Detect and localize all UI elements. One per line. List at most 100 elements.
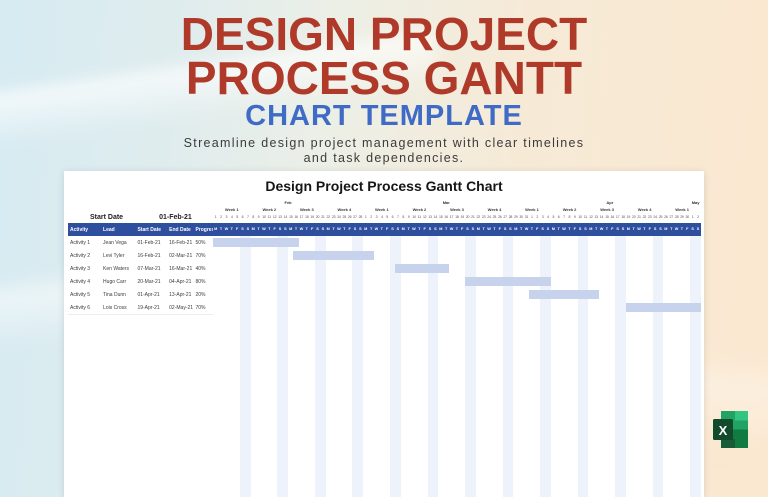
day-number: 1	[364, 215, 367, 219]
day-letter: T	[670, 227, 673, 231]
day-letter: F	[611, 227, 614, 231]
day-letter: T	[343, 227, 346, 231]
day-letter: S	[578, 227, 582, 231]
task-table: Start Date 01-Feb-21 Activity Lead Start D…	[68, 200, 213, 497]
day-number: 2	[697, 215, 699, 219]
day-letter: M	[514, 227, 518, 231]
day-number: 7	[397, 215, 399, 219]
month-label: Apr	[606, 200, 614, 205]
table-row: Activity 2 Levi Tyler 16-Feb-21 02-Mar-21 70…	[68, 249, 213, 262]
day-number: 19	[626, 215, 631, 219]
day-number: 14	[599, 215, 604, 219]
table-cell: 20%	[195, 291, 206, 298]
week-label: Week 3	[299, 207, 314, 212]
day-number: 17	[299, 215, 304, 219]
table-cell: 16-Feb-21	[137, 252, 161, 259]
day-letter: S	[359, 227, 362, 231]
day-number: 20	[465, 215, 470, 219]
day-number: 5	[386, 215, 389, 219]
day-number: 16	[294, 215, 298, 219]
gantt-task-bar	[213, 238, 299, 247]
week-label: Week 1	[224, 207, 239, 212]
week-label: Week 2	[262, 207, 277, 212]
gantt-bar-row	[213, 236, 701, 249]
week-label: Week 1	[525, 207, 539, 212]
day-number: 11	[583, 215, 588, 219]
day-number: 27	[669, 215, 673, 219]
day-number: 28	[358, 215, 363, 219]
day-number: 26	[347, 215, 352, 219]
day-number: 9	[573, 215, 576, 219]
day-letter: F	[461, 227, 464, 231]
day-number: 15	[439, 215, 443, 219]
hero-description-line1: Streamline design project management wit…	[183, 136, 585, 150]
day-letter: T	[493, 227, 496, 231]
day-number: 30	[519, 215, 523, 219]
day-number: 15	[288, 215, 293, 219]
day-number: 24	[337, 215, 341, 219]
day-number: 1	[691, 215, 694, 219]
gantt-timeline: Feb Mar Apr May Week 1 Week 2 Week 3 Week 4 Wee…	[213, 200, 701, 497]
day-letter: T	[482, 227, 485, 231]
week-label: Week 1	[375, 207, 389, 212]
day-number: 21	[471, 215, 475, 219]
svg-text:X: X	[719, 423, 728, 438]
day-number: 25	[658, 215, 663, 219]
gantt-task-bar	[293, 251, 374, 260]
day-letter: M	[626, 227, 630, 231]
day-letter: W	[337, 227, 341, 231]
day-number: 10	[262, 215, 266, 219]
day-letter: F	[648, 227, 651, 231]
day-number: 22	[642, 215, 647, 219]
day-number: 6	[241, 215, 244, 219]
gantt-body	[213, 236, 701, 497]
day-letter: S	[471, 227, 475, 231]
day-number: 10	[412, 215, 416, 219]
day-letter: W	[599, 227, 604, 231]
weekend-shading-band	[652, 236, 664, 497]
day-number: 12	[422, 215, 427, 219]
day-number: 3	[375, 215, 378, 219]
day-letter: M	[476, 227, 480, 231]
table-cell: 16-Feb-21	[169, 239, 193, 246]
gantt-bar-row	[213, 301, 701, 314]
day-numbers-row: 1 2 3 4 5 6 7 8 9 10 11 12 13 14 15 16 17 18 19 20 21 22 23 24 2…	[213, 213, 701, 221]
table-cell: 01-Apr-21	[137, 291, 160, 298]
day-letter: T	[595, 227, 598, 231]
table-cell: Tina Dunn	[103, 291, 126, 298]
day-number: 1	[214, 215, 217, 219]
day-letter: S	[278, 227, 282, 231]
day-number: 17	[449, 215, 454, 219]
day-letter: M	[326, 227, 330, 231]
day-number: 9	[257, 215, 260, 219]
weekend-shading-band	[502, 236, 514, 497]
day-letter: T	[444, 227, 448, 231]
start-date-label: Start Date	[90, 214, 124, 221]
hero-subtitle: CHART TEMPLATE	[245, 100, 523, 132]
day-letter: M	[664, 227, 668, 231]
table-column-header: End Date	[169, 226, 191, 233]
day-letter: M	[289, 227, 293, 231]
day-letter: M	[251, 227, 255, 231]
day-letter: M	[551, 227, 555, 231]
day-letter: W	[412, 227, 416, 231]
day-number: 2	[536, 215, 539, 219]
table-cell: Activity 4	[70, 278, 91, 285]
day-letter: S	[541, 227, 544, 231]
day-number: 13	[428, 215, 432, 219]
weekend-shading-band	[314, 236, 326, 497]
table-header-row: Activity Lead Start Date End Date Progress	[68, 223, 213, 236]
day-letter: M	[401, 227, 405, 231]
day-letter: W	[224, 227, 229, 231]
day-number: 8	[402, 215, 405, 219]
day-letter: T	[230, 227, 233, 231]
hero-title-line2: PROCESS GANTT	[185, 52, 583, 104]
day-number: 20	[315, 215, 320, 219]
day-letter: S	[691, 227, 694, 231]
day-letter: T	[305, 227, 308, 231]
day-number: 9	[407, 215, 410, 219]
day-number: 3	[541, 215, 544, 219]
day-letter: T	[455, 227, 459, 231]
day-letter: F	[423, 227, 426, 231]
day-number: 15	[605, 215, 609, 219]
